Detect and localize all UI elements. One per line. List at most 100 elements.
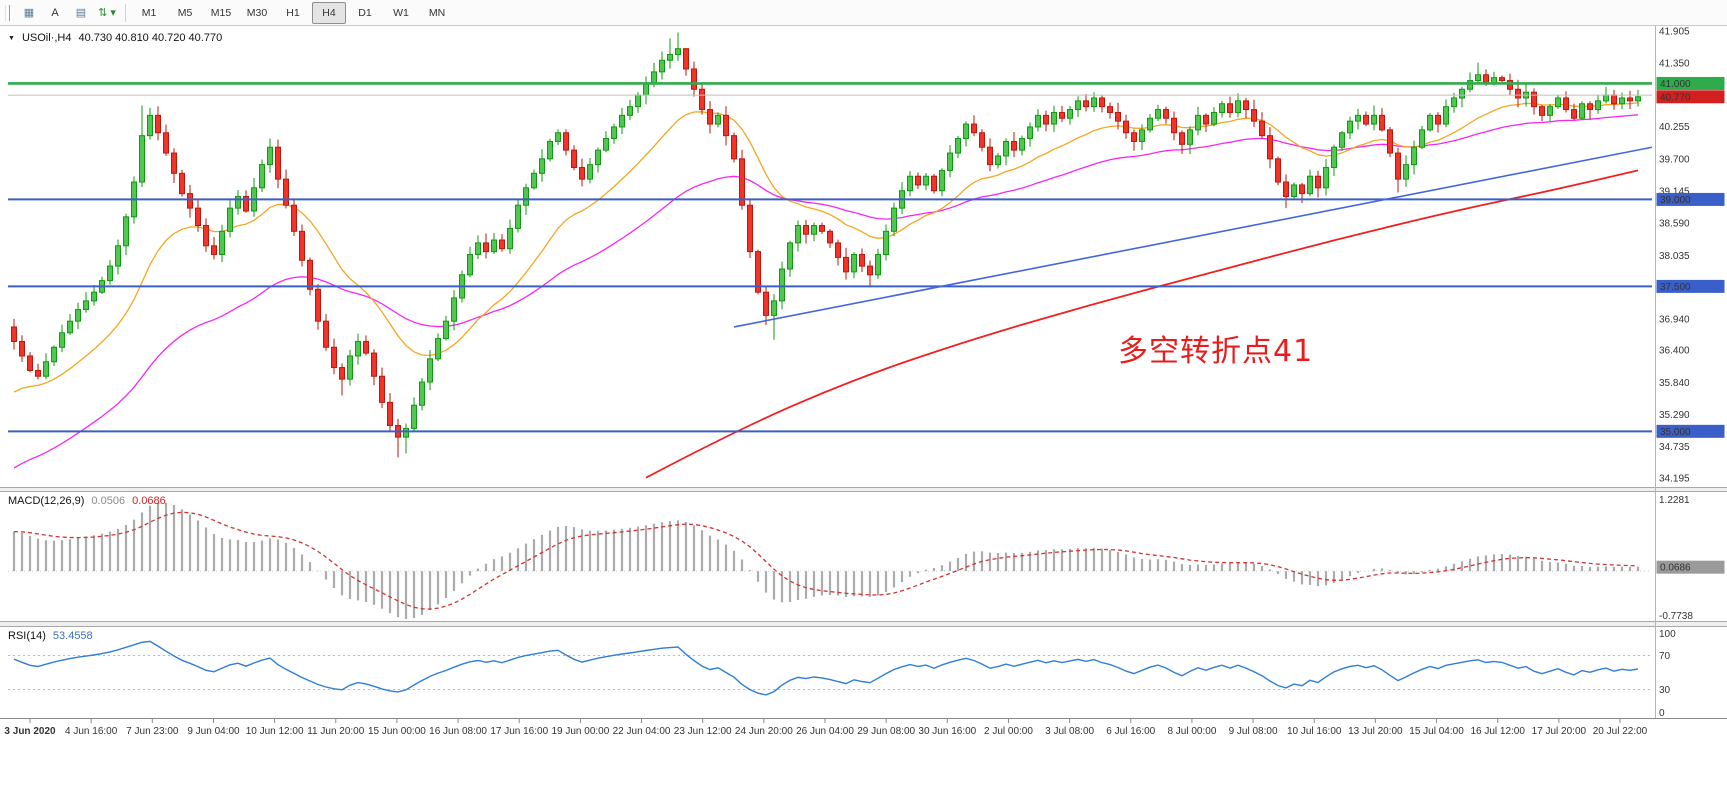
svg-text:38.590: 38.590 — [1659, 219, 1690, 230]
macd-name: MACD(12,26,9) — [8, 495, 85, 507]
rsi-line — [13, 640, 1639, 696]
toolbar-icon-group: ▦ A ▤ ⇅ ▾ — [16, 2, 120, 24]
timeframe-button-h1[interactable]: H1 — [286, 6, 300, 19]
annotation-text: 多空转折点41 — [1118, 334, 1314, 369]
svg-text:0: 0 — [1659, 708, 1665, 719]
svg-text:9 Jun 04:00: 9 Jun 04:00 — [187, 726, 240, 737]
toolbar: ▦ A ▤ ⇅ ▾ M1 M5 M15 M30 H1 H4 D1 W1 MN — [0, 0, 1727, 26]
svg-text:35.000: 35.000 — [1660, 427, 1691, 438]
price-badge-37.500: 37.500 — [1656, 279, 1725, 293]
svg-text:20 Jul 22:00: 20 Jul 22:00 — [1593, 726, 1648, 737]
svg-text:15 Jul 04:00: 15 Jul 04:00 — [1409, 726, 1464, 737]
svg-text:17 Jun 16:00: 17 Jun 16:00 — [490, 726, 548, 737]
panel-divider[interactable] — [0, 488, 1727, 491]
timeframe-button-m30[interactable]: M30 — [246, 6, 268, 19]
chart-area[interactable]: 41.90541.35040.80540.25539.70039.14538.5… — [0, 26, 1727, 795]
svg-text:40.770: 40.770 — [1660, 92, 1691, 103]
svg-text:8 Jul 00:00: 8 Jul 00:00 — [1167, 726, 1216, 737]
svg-text:34.195: 34.195 — [1659, 474, 1690, 485]
svg-text:29 Jun 08:00: 29 Jun 08:00 — [857, 726, 915, 737]
svg-text:38.035: 38.035 — [1659, 251, 1690, 262]
svg-text:30: 30 — [1659, 685, 1671, 696]
ma-red-line — [645, 169, 1639, 479]
svg-text:23 Jun 12:00: 23 Jun 12:00 — [674, 726, 732, 737]
time-scale[interactable]: 3 Jun 2020 4 Jun 16:00 7 Jun 23:00 9 Jun 04… — [4, 719, 1648, 737]
svg-text:6 Jul 16:00: 6 Jul 16:00 — [1106, 726, 1155, 737]
ma-magenta-line — [13, 114, 1639, 469]
trendline[interactable] — [733, 146, 1653, 328]
svg-text:22 Jun 04:00: 22 Jun 04:00 — [613, 726, 671, 737]
timeframe-button-m15[interactable]: M15 — [210, 6, 232, 19]
svg-text:26 Jun 04:00: 26 Jun 04:00 — [796, 726, 854, 737]
svg-text:-0.7738: -0.7738 — [1659, 611, 1693, 622]
macd-value-signal: 0.0686 — [132, 495, 166, 507]
svg-text:30 Jun 16:00: 30 Jun 16:00 — [918, 726, 976, 737]
ma-orange-line — [13, 102, 1639, 393]
price-badge-35.000: 35.000 — [1656, 424, 1725, 438]
rsi-label: RSI(14) 53.4558 — [8, 630, 93, 642]
chart-frame-icon[interactable]: ▤ — [75, 7, 87, 19]
svg-text:1.2281: 1.2281 — [1659, 495, 1690, 506]
svg-text:9 Jul 08:00: 9 Jul 08:00 — [1229, 726, 1278, 737]
timeframe-button-d1[interactable]: D1 — [358, 6, 372, 19]
arrows-dropdown-icon[interactable]: ⇅ ▾ — [98, 7, 116, 19]
svg-text:3 Jul 08:00: 3 Jul 08:00 — [1045, 726, 1094, 737]
rsi-value: 53.4558 — [52, 630, 93, 642]
svg-text:41.905: 41.905 — [1659, 27, 1690, 38]
svg-text:41.000: 41.000 — [1660, 79, 1691, 90]
timeframe-button-m5[interactable]: M5 — [177, 6, 193, 19]
svg-text:36.940: 36.940 — [1659, 314, 1690, 325]
macd-signal-line — [13, 511, 1639, 610]
chart-canvas[interactable]: 41.90541.35040.80540.25539.70039.14538.5… — [0, 26, 1727, 795]
window-grid-icon[interactable]: ▦ — [23, 7, 35, 19]
svg-text:39.145: 39.145 — [1659, 187, 1690, 198]
svg-text:37.500: 37.500 — [1660, 282, 1691, 293]
toolbar-separator — [125, 3, 126, 22]
timeframe-button-w1[interactable]: W1 — [393, 6, 409, 19]
svg-text:16 Jun 08:00: 16 Jun 08:00 — [429, 726, 487, 737]
macd-value-main: 0.0506 — [91, 495, 126, 507]
timeframe-button-mn[interactable]: MN — [428, 6, 446, 19]
rsi-name: RSI(14) — [8, 630, 46, 642]
svg-text:39.000: 39.000 — [1660, 195, 1691, 206]
svg-text:3 Jun 2020: 3 Jun 2020 — [4, 726, 56, 737]
timeframe-button-m1[interactable]: M1 — [141, 6, 157, 19]
svg-text:2 Jul 00:00: 2 Jul 00:00 — [984, 726, 1033, 737]
macd-value-badge: 0.0686 — [1656, 560, 1725, 574]
price-badge-41.000: 41.000 — [1656, 76, 1725, 90]
svg-text:34.735: 34.735 — [1659, 442, 1690, 453]
svg-text:36.400: 36.400 — [1659, 346, 1690, 357]
rsi-panel[interactable] — [8, 640, 1652, 696]
macd-panel[interactable] — [8, 502, 1652, 620]
chart-title: ▼ USOil·,H4 40.730 40.810 40.720 40.770 — [8, 32, 222, 44]
price-badge-40.770: 40.770 — [1656, 90, 1725, 104]
timeframe-button-h4[interactable]: H4 — [312, 1, 346, 24]
svg-text:17 Jul 20:00: 17 Jul 20:00 — [1532, 726, 1587, 737]
svg-text:11 Jun 20:00: 11 Jun 20:00 — [307, 726, 365, 737]
price-badge-39.000: 39.000 — [1656, 192, 1725, 206]
svg-text:10 Jun 12:00: 10 Jun 12:00 — [246, 726, 304, 737]
main-price-panel[interactable] — [8, 32, 1653, 479]
svg-text:24 Jun 20:00: 24 Jun 20:00 — [735, 726, 793, 737]
svg-text:70: 70 — [1659, 651, 1671, 662]
svg-text:35.290: 35.290 — [1659, 410, 1690, 421]
svg-text:10 Jul 16:00: 10 Jul 16:00 — [1287, 726, 1342, 737]
macd-label: MACD(12,26,9) 0.0506 0.0686 — [8, 495, 166, 507]
svg-text:15 Jun 00:00: 15 Jun 00:00 — [368, 726, 426, 737]
svg-text:13 Jul 20:00: 13 Jul 20:00 — [1348, 726, 1403, 737]
candles — [11, 32, 1641, 458]
font-a-button[interactable]: A — [51, 6, 59, 19]
ohlc-values: 40.730 40.810 40.720 40.770 — [78, 32, 223, 44]
svg-text:0.0686: 0.0686 — [1660, 563, 1691, 574]
svg-text:19 Jun 00:00: 19 Jun 00:00 — [551, 726, 609, 737]
svg-text:39.700: 39.700 — [1659, 154, 1690, 165]
svg-text:16 Jul 12:00: 16 Jul 12:00 — [1470, 726, 1525, 737]
price-scale[interactable]: 41.90541.35040.80540.25539.70039.14538.5… — [1656, 27, 1725, 485]
symbol-dropdown-icon[interactable]: ▼ — [8, 34, 15, 42]
panel-divider[interactable] — [0, 622, 1727, 626]
svg-text:100: 100 — [1659, 629, 1676, 640]
svg-text:41.350: 41.350 — [1659, 59, 1690, 70]
svg-text:7 Jun 23:00: 7 Jun 23:00 — [126, 726, 179, 737]
toolbar-grip-handle[interactable] — [5, 4, 10, 21]
